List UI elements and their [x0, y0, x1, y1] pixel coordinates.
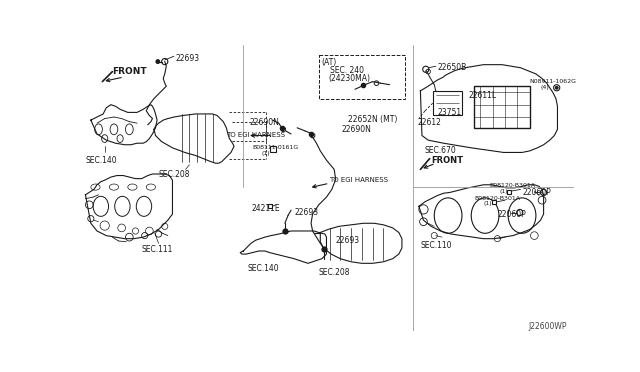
Text: 22693: 22693	[175, 54, 200, 63]
Text: SEC.140: SEC.140	[247, 264, 279, 273]
Text: SEC. 240: SEC. 240	[330, 66, 364, 75]
Text: (1): (1)	[500, 189, 508, 194]
Bar	[319, 55, 405, 99]
Text: SEC.208: SEC.208	[159, 170, 190, 179]
Text: 22060P: 22060P	[497, 210, 526, 219]
Text: 24211E: 24211E	[251, 204, 280, 213]
Circle shape	[555, 86, 558, 89]
Text: SEC.140: SEC.140	[86, 156, 117, 165]
Text: (1): (1)	[262, 151, 271, 156]
Text: 22690N: 22690N	[342, 125, 372, 135]
Text: 22652N (MT): 22652N (MT)	[348, 115, 397, 125]
Text: (4): (4)	[541, 85, 549, 90]
Text: SEC.111: SEC.111	[141, 245, 173, 254]
Text: B08111-0161G: B08111-0161G	[253, 145, 299, 150]
Text: FRONT: FRONT	[113, 67, 147, 76]
Text: SEC.670: SEC.670	[424, 146, 456, 155]
Bar	[474, 86, 530, 128]
Text: TO EGI HARNESS: TO EGI HARNESS	[330, 177, 388, 183]
Text: SEC.110: SEC.110	[420, 241, 452, 250]
Text: 22612: 22612	[417, 118, 441, 127]
Text: TO EGI HARNESS: TO EGI HARNESS	[227, 132, 285, 138]
Text: 23751: 23751	[437, 108, 461, 117]
Text: (1): (1)	[484, 201, 492, 206]
Text: SEC.208: SEC.208	[319, 268, 350, 277]
Text: 22693: 22693	[294, 208, 318, 217]
Text: J22600WP: J22600WP	[528, 322, 566, 331]
Text: 22060P: 22060P	[522, 188, 551, 197]
Text: 22611L: 22611L	[468, 91, 496, 100]
Text: (24230MA): (24230MA)	[328, 74, 370, 83]
Text: FRONT: FRONT	[431, 156, 463, 165]
Circle shape	[156, 60, 160, 64]
Text: B08120-B301A: B08120-B301A	[490, 183, 536, 188]
Bar	[433, 91, 462, 115]
Text: (AT): (AT)	[322, 58, 337, 67]
Text: B08120-B301A: B08120-B301A	[474, 196, 520, 201]
Text: 22650B: 22650B	[437, 63, 467, 72]
Text: 22693: 22693	[336, 235, 360, 245]
Text: N08911-1062G: N08911-1062G	[530, 78, 577, 84]
Text: 22690N: 22690N	[250, 118, 279, 127]
Circle shape	[554, 85, 560, 91]
